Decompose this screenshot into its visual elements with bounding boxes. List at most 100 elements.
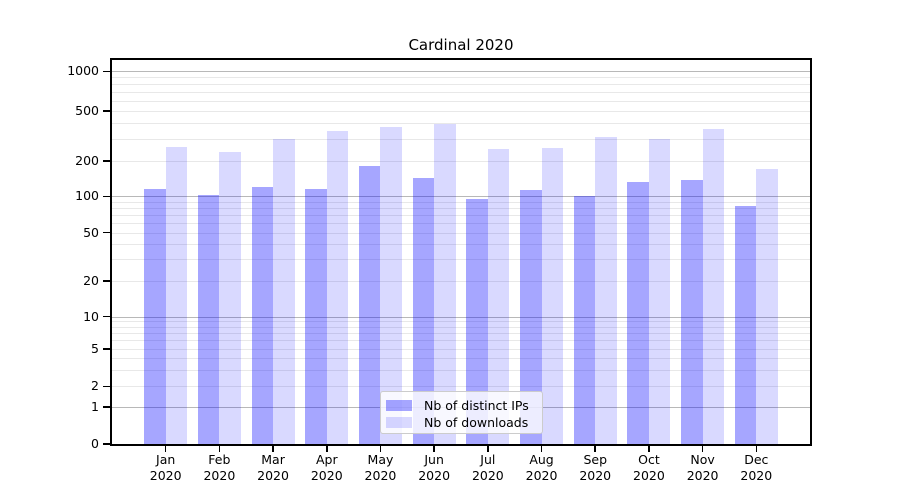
legend-item-downloads: Nb of downloads xyxy=(386,414,536,431)
x-tick-label: Nov 2020 xyxy=(671,452,735,484)
minor-gridline xyxy=(112,91,810,93)
x-tick-label: Oct 2020 xyxy=(617,452,681,484)
bar-distinct-ips-mar xyxy=(251,187,274,444)
x-tick-label: May 2020 xyxy=(348,452,412,484)
y-tick-label: 200 xyxy=(75,152,99,168)
y-tick-mark xyxy=(103,385,111,388)
bar-distinct-ips-oct xyxy=(627,181,649,444)
x-tick-month: May xyxy=(367,452,394,467)
bar-downloads-may xyxy=(380,126,402,444)
minor-gridline xyxy=(112,340,810,342)
minor-gridline xyxy=(112,84,810,86)
x-tick-year: 2020 xyxy=(579,468,612,483)
x-tick-year: 2020 xyxy=(149,468,182,483)
y-tick-label: 10 xyxy=(83,308,99,324)
bar-distinct-ips-may xyxy=(358,166,381,444)
x-tick-label: Mar 2020 xyxy=(241,452,305,484)
y-tick-mark xyxy=(103,280,111,282)
bar-distinct-ips-feb xyxy=(197,194,220,444)
x-tick-mark xyxy=(326,446,328,452)
y-tick-mark xyxy=(103,443,111,445)
y-tick-mark xyxy=(103,195,111,198)
bar-distinct-ips-jan xyxy=(144,189,166,444)
x-tick-mark xyxy=(379,446,382,452)
x-tick-year: 2020 xyxy=(418,468,451,483)
x-tick-year: 2020 xyxy=(364,468,397,483)
x-tick-label: Dec 2020 xyxy=(724,452,788,484)
minor-gridline xyxy=(112,138,810,140)
minor-gridline xyxy=(112,110,810,112)
y-tick-mark xyxy=(103,160,111,162)
x-tick-mark xyxy=(433,446,435,452)
x-tick-month: Oct xyxy=(638,452,660,467)
minor-gridline xyxy=(112,208,810,210)
bar-downloads-nov xyxy=(702,129,725,444)
x-tick-year: 2020 xyxy=(686,468,719,483)
bar-distinct-ips-jun xyxy=(412,178,435,444)
plot-content xyxy=(112,60,810,444)
y-tick-label: 0 xyxy=(91,436,99,451)
legend-label-downloads: Nb of downloads xyxy=(424,414,529,430)
x-tick-year: 2020 xyxy=(525,468,558,483)
x-tick-mark xyxy=(272,446,274,452)
x-tick-month: Jan xyxy=(156,452,176,467)
legend-label-distinct-ips: Nb of distinct IPs xyxy=(424,397,529,413)
minor-gridline xyxy=(112,232,810,234)
minor-gridline xyxy=(112,386,810,388)
x-tick-label: Sep 2020 xyxy=(563,452,627,484)
minor-gridline xyxy=(112,223,810,225)
minor-gridline xyxy=(112,259,810,261)
x-tick-year: 2020 xyxy=(633,468,665,483)
x-tick-month: Nov xyxy=(690,452,715,467)
minor-gridline xyxy=(112,348,810,350)
minor-gridline xyxy=(112,215,810,217)
y-tick-label: 20 xyxy=(83,272,99,288)
minor-gridline xyxy=(112,326,810,328)
bar-downloads-jan xyxy=(165,146,188,444)
major-gridline xyxy=(112,71,810,73)
y-tick-mark xyxy=(103,110,111,112)
x-tick-label: Jun 2020 xyxy=(402,452,466,484)
x-tick-mark xyxy=(164,446,167,452)
x-tick-year: 2020 xyxy=(257,468,289,483)
legend-swatch-distinct-ips xyxy=(386,400,412,411)
legend: Nb of distinct IPs Nb of downloads xyxy=(380,391,543,434)
minor-gridline xyxy=(112,77,810,79)
x-tick-year: 2020 xyxy=(471,468,504,483)
x-tick-month: Dec xyxy=(744,452,769,467)
major-gridline xyxy=(112,316,810,318)
major-gridline xyxy=(112,196,810,198)
bar-downloads-aug xyxy=(541,148,564,444)
minor-gridline xyxy=(112,160,810,162)
minor-gridline xyxy=(112,100,810,102)
y-tick-label: 1000 xyxy=(67,63,99,79)
x-tick-month: Aug xyxy=(529,452,554,467)
minor-gridline xyxy=(112,321,810,323)
x-tick-month: Apr xyxy=(315,452,338,467)
minor-gridline xyxy=(112,333,810,335)
bar-downloads-feb xyxy=(219,152,241,444)
bar-downloads-jul xyxy=(487,148,510,444)
y-tick-label: 50 xyxy=(83,224,99,240)
bar-downloads-oct xyxy=(648,138,671,444)
chart-title: Cardinal 2020 xyxy=(408,36,514,54)
bar-distinct-ips-sep xyxy=(573,195,596,444)
x-tick-month: Sep xyxy=(583,452,607,467)
x-tick-mark xyxy=(594,446,596,452)
legend-item-distinct-ips: Nb of distinct IPs xyxy=(386,397,536,414)
x-tick-year: 2020 xyxy=(740,468,773,483)
minor-gridline xyxy=(112,280,810,282)
x-tick-month: Jun xyxy=(424,452,444,467)
minor-gridline xyxy=(112,201,810,203)
x-tick-mark xyxy=(701,446,704,452)
minor-gridline xyxy=(112,244,810,246)
x-tick-label: Feb 2020 xyxy=(187,452,251,484)
bar-distinct-ips-apr xyxy=(305,188,327,444)
x-tick-mark xyxy=(540,446,543,452)
minor-gridline xyxy=(112,357,810,359)
y-tick-label: 5 xyxy=(91,340,99,356)
y-tick-label: 2 xyxy=(91,378,99,394)
bar-downloads-mar xyxy=(273,139,295,444)
x-tick-year: 2020 xyxy=(310,468,343,483)
y-tick-mark xyxy=(103,348,111,350)
